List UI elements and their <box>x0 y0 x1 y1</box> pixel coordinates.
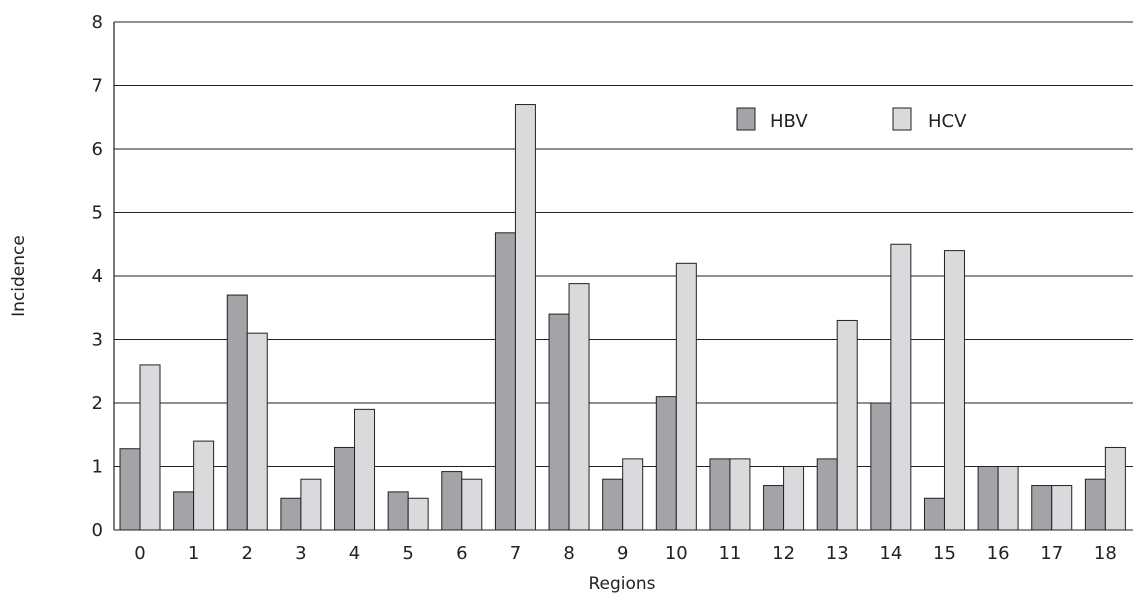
bar-hbv-region-16 <box>977 466 999 531</box>
x-tick-label: 0 <box>134 543 145 564</box>
y-tick-label: 3 <box>92 330 103 351</box>
bar-hbv-region-1 <box>173 491 195 531</box>
legend: HBV HCV <box>736 107 967 132</box>
x-tick-label: 3 <box>295 543 306 564</box>
y-tick-labels: 0 1 2 3 4 5 6 7 8 <box>92 12 103 541</box>
bar-hbv-region-5 <box>387 491 409 531</box>
y-tick-label: 4 <box>92 266 103 287</box>
x-tick-label: 13 <box>826 543 849 564</box>
legend-label-hbv: HBV <box>770 111 808 132</box>
x-tick-label: 10 <box>665 543 688 564</box>
bar-hcv-region-12 <box>783 466 805 531</box>
bar-hbv-region-6 <box>441 471 463 531</box>
bar-hbv-region-11 <box>709 458 731 531</box>
y-tick-label: 6 <box>92 139 103 160</box>
bar-hbv-region-8 <box>548 313 570 531</box>
x-tick-label: 12 <box>772 543 795 564</box>
y-tick-label: 8 <box>92 12 103 33</box>
bar-hbv-region-0 <box>119 448 141 531</box>
x-tick-label: 15 <box>933 543 956 564</box>
x-tick-label: 18 <box>1094 543 1117 564</box>
bar-hcv-region-3 <box>300 478 322 531</box>
x-axis-title: Regions <box>588 574 655 594</box>
bars <box>119 104 1126 531</box>
x-tick-label: 14 <box>879 543 902 564</box>
bar-hcv-region-16 <box>997 466 1019 531</box>
bar-hbv-region-2 <box>226 294 248 531</box>
y-axis-title: Incidence <box>9 235 29 317</box>
bar-hcv-region-14 <box>890 243 912 531</box>
bar-hcv-region-17 <box>1051 485 1073 531</box>
x-tick-label: 17 <box>1040 543 1063 564</box>
bar-hcv-region-8 <box>568 283 590 531</box>
bar-hbv-region-13 <box>816 458 838 531</box>
bar-hcv-region-10 <box>675 262 697 531</box>
bar-hbv-region-3 <box>280 497 302 531</box>
x-tick-label: 1 <box>188 543 199 564</box>
bar-hcv-region-4 <box>354 408 376 531</box>
bar-hcv-region-6 <box>461 478 483 531</box>
bar-hcv-region-5 <box>407 497 429 531</box>
y-tick-label: 1 <box>92 457 103 478</box>
x-tick-label: 11 <box>718 543 741 564</box>
legend-swatch-hbv <box>736 107 756 131</box>
x-tick-labels: 0 1 2 3 4 5 6 7 8 9 10 11 12 13 14 15 16 17 18 <box>134 543 1117 564</box>
bar-hcv-region-15 <box>943 250 965 531</box>
bar-hbv-region-12 <box>763 485 785 531</box>
bar-hcv-region-2 <box>246 332 268 531</box>
bar-hbv-region-15 <box>923 497 945 531</box>
bar-hbv-region-7 <box>494 232 516 531</box>
y-tick-label: 0 <box>92 520 103 541</box>
x-tick-label: 8 <box>563 543 574 564</box>
bar-hcv-region-9 <box>622 458 644 531</box>
gridlines <box>114 21 1133 531</box>
x-tick-label: 7 <box>510 543 521 564</box>
x-tick-label: 2 <box>242 543 253 564</box>
x-tick-label: 16 <box>987 543 1010 564</box>
legend-label-hcv: HCV <box>928 111 967 132</box>
x-tick-label: 6 <box>456 543 467 564</box>
legend-swatch-hcv <box>892 107 912 131</box>
bar-hcv-region-11 <box>729 458 751 531</box>
bar-hcv-region-1 <box>193 440 215 531</box>
bar-hbv-region-14 <box>870 402 892 531</box>
y-tick-label: 2 <box>92 393 103 414</box>
bar-hbv-region-17 <box>1031 485 1053 531</box>
x-tick-label: 5 <box>402 543 413 564</box>
y-tick-label: 7 <box>92 76 103 97</box>
bar-hbv-region-18 <box>1084 478 1106 531</box>
x-tick-label: 4 <box>349 543 360 564</box>
bar-hcv-region-0 <box>139 364 161 531</box>
bar-hcv-region-18 <box>1104 446 1126 531</box>
bar-hcv-region-7 <box>514 104 536 531</box>
x-tick-label: 9 <box>617 543 628 564</box>
bar-hbv-region-9 <box>602 478 624 531</box>
bar-hbv-region-10 <box>655 396 677 531</box>
bar-hbv-region-4 <box>334 446 356 531</box>
y-tick-label: 5 <box>92 203 103 224</box>
bar-hcv-region-13 <box>836 319 858 531</box>
